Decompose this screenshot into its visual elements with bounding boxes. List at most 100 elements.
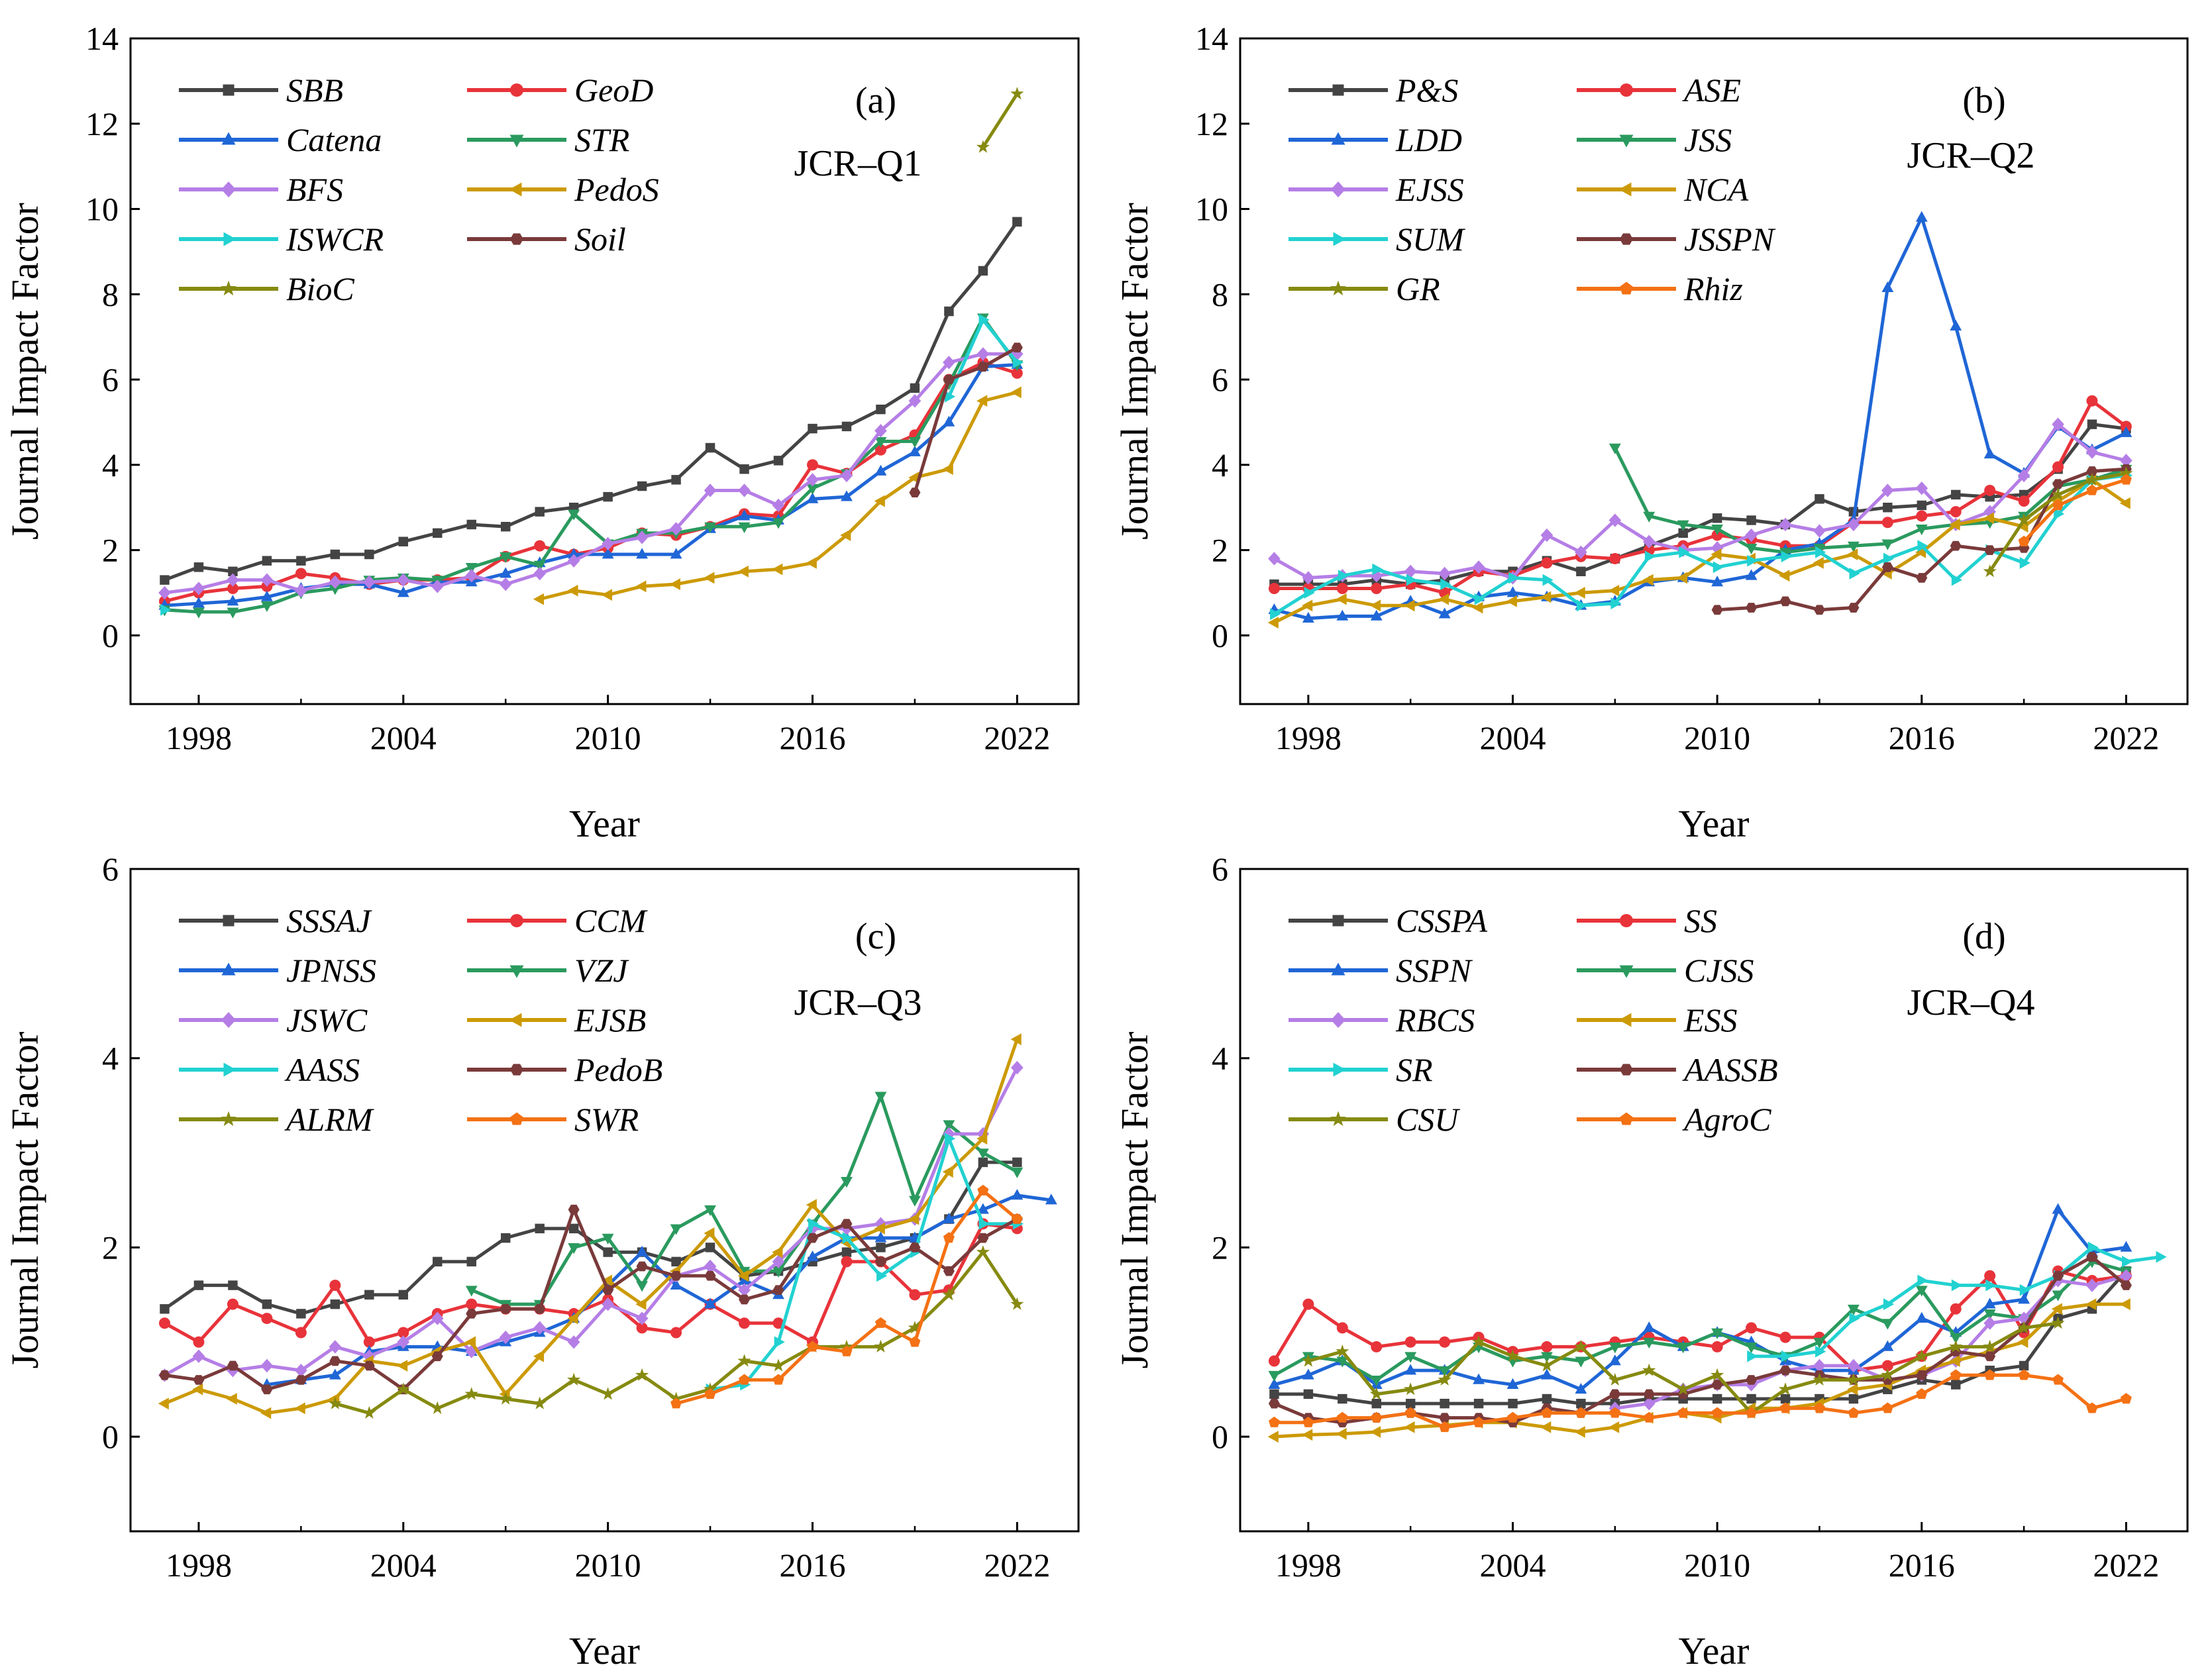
legend-marker — [1330, 1111, 1346, 1127]
data-point — [260, 1358, 274, 1373]
data-point — [1779, 570, 1790, 582]
data-point — [1610, 597, 1622, 609]
data-point — [364, 549, 374, 560]
series-line — [164, 1066, 1019, 1377]
data-point — [2052, 499, 2064, 511]
legend-marker — [223, 1062, 237, 1077]
data-point — [329, 1280, 341, 1292]
quartile-label: JCR–Q2 — [1907, 135, 2035, 176]
series-gr — [1983, 466, 2133, 578]
data-point — [466, 1256, 476, 1267]
data-point — [1746, 603, 1758, 613]
legend-marker — [1620, 1064, 1633, 1076]
data-point — [603, 1247, 613, 1257]
series-line — [164, 316, 1019, 614]
x-tick-label: 2022 — [2093, 1547, 2159, 1584]
data-point — [2051, 1303, 2062, 1315]
data-point — [1439, 1413, 1451, 1423]
data-point — [976, 1245, 990, 1258]
data-point — [1541, 1407, 1553, 1418]
legend-label: PedoB — [574, 1051, 662, 1088]
legend-label: EJSB — [574, 1001, 646, 1039]
data-point — [874, 437, 887, 448]
x-tick-label: 2004 — [370, 719, 437, 756]
data-point — [1950, 540, 1962, 551]
data-point — [1268, 552, 1281, 566]
data-point — [1847, 1358, 1860, 1373]
data-point — [636, 1281, 649, 1292]
legend-item: SBB — [179, 72, 343, 109]
legend-marker — [1620, 83, 1633, 97]
data-point — [397, 586, 409, 597]
data-point — [433, 1256, 443, 1267]
legend-label: SS — [1684, 902, 1717, 939]
data-point — [1404, 1336, 1416, 1348]
data-point — [943, 356, 955, 370]
data-point — [774, 1336, 785, 1348]
data-point — [1474, 593, 1485, 605]
data-point — [1915, 1349, 1928, 1362]
data-point — [1815, 494, 1824, 504]
data-point — [295, 584, 307, 597]
data-point — [295, 568, 307, 580]
data-point — [908, 437, 921, 448]
x-tick-label: 2016 — [1889, 1547, 1955, 1584]
series-line — [1273, 474, 2127, 616]
data-point — [1370, 1376, 1383, 1387]
data-point — [738, 509, 751, 521]
data-point — [1711, 1328, 1724, 1339]
data-point — [567, 554, 580, 568]
series-line — [164, 221, 1019, 582]
legend-label: SUM — [1396, 221, 1465, 258]
data-point — [1950, 1333, 1962, 1344]
data-point — [1010, 1297, 1024, 1310]
data-point — [2054, 507, 2065, 520]
data-point — [806, 492, 819, 503]
series-rhiz — [2018, 474, 2132, 546]
data-point — [1847, 548, 1858, 560]
legend-item: SS — [1577, 902, 1717, 939]
series-line — [981, 93, 1019, 148]
data-point — [772, 1266, 784, 1278]
data-point — [1815, 1345, 1826, 1358]
legend-marker — [1331, 962, 1345, 976]
data-point — [841, 1247, 852, 1257]
data-point — [2119, 466, 2133, 480]
data-point — [1608, 1343, 1621, 1354]
data-point — [1746, 1394, 1756, 1404]
legend-label: ESS — [1683, 1001, 1738, 1039]
data-point — [602, 1297, 614, 1311]
legend-marker — [510, 1064, 523, 1076]
x-tick-label: 2010 — [575, 719, 641, 756]
y-tick-label: 0 — [1212, 617, 1228, 654]
data-point — [1011, 1213, 1023, 1224]
panel-d: 0 2 4 6 1998 2004 2010 2016 2022 Year Journal Impa… — [1113, 850, 2189, 1672]
data-point — [1747, 554, 1758, 567]
data-point — [1472, 601, 1483, 614]
plot-frame — [1239, 37, 2189, 705]
data-point — [1983, 1309, 1996, 1321]
data-point — [2119, 1298, 2131, 1311]
data-point — [1983, 1339, 1997, 1353]
data-point — [1643, 1411, 1655, 1423]
data-point — [738, 1274, 751, 1285]
legend-marker — [510, 233, 523, 245]
data-point — [943, 1120, 955, 1131]
data-point — [841, 1177, 853, 1188]
y-tick-label: 12 — [85, 105, 119, 142]
series-geod — [158, 356, 1023, 607]
data-point — [1883, 502, 1893, 513]
data-point — [2086, 395, 2098, 407]
data-point — [192, 1383, 203, 1396]
plot-frame — [129, 868, 1080, 1533]
x-axis-title: Year — [1679, 1629, 1750, 1672]
data-point — [1371, 583, 1383, 595]
data-point — [1302, 1416, 1314, 1427]
data-point — [499, 1330, 512, 1345]
data-point — [1677, 520, 1689, 531]
data-point — [260, 601, 273, 613]
data-point — [1676, 572, 1688, 584]
legend-marker — [1333, 1062, 1346, 1077]
data-point — [500, 1303, 511, 1314]
data-point — [568, 548, 580, 559]
